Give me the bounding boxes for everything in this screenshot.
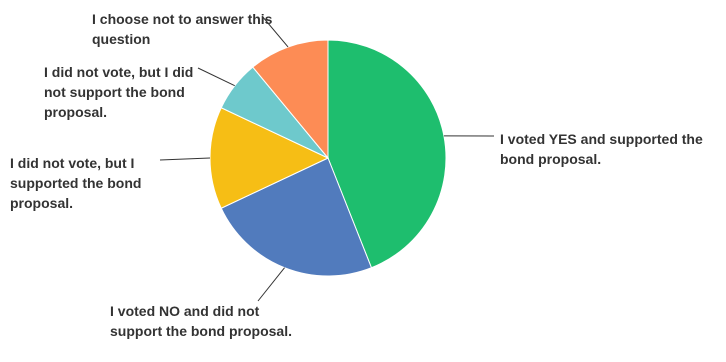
leader-line-voted-no (257, 267, 285, 302)
leader-line-not-vote-supported (159, 157, 211, 161)
label-not-vote-supported: I did not vote, but I supported the bond… (10, 155, 142, 211)
label-voted-no: I voted NO and did not support the bond … (110, 303, 292, 339)
label-not-vote-not-supported: I did not vote, but I did not support th… (44, 64, 194, 120)
label-voted-yes: I voted YES and supported the bond propo… (500, 131, 703, 167)
leader-line-not-vote-not-supported (197, 67, 235, 87)
leader-line-no-answer (261, 15, 289, 48)
slice-voted-yes (327, 39, 447, 269)
label-no-answer: I choose not to answer this question (92, 11, 273, 47)
